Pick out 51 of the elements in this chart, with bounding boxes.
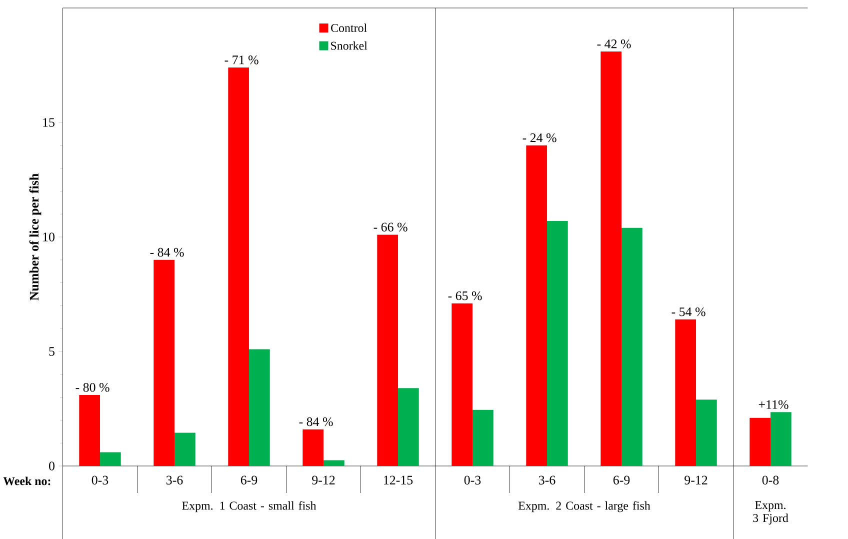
bar [79, 394, 100, 466]
bar [472, 410, 494, 466]
annotation: - 66 % [374, 222, 408, 232]
bar [228, 68, 250, 466]
x-tick-label: 6-9 [613, 476, 630, 484]
y-tick-label: 15 [43, 118, 54, 127]
text: Expm. 1 Coast - small fish [182, 501, 316, 512]
x-tick-label: 0-3 [464, 476, 481, 484]
bar [324, 460, 344, 466]
bar [547, 220, 568, 466]
annotation: - 54 % [672, 307, 706, 316]
x-axis-title: Week no: [3, 476, 50, 486]
bar [154, 260, 175, 466]
annotation: - 80 % [76, 383, 110, 392]
bar [100, 452, 121, 466]
x-tick-label: 3-6 [166, 476, 183, 484]
bar [675, 319, 696, 466]
text: Expm. 2 Coast - large fish [518, 501, 650, 512]
bar [377, 234, 398, 466]
annotation: - 24 % [522, 133, 556, 142]
x-tick-label: 12-15 [384, 476, 413, 484]
legend-label: Control [331, 24, 367, 32]
bar [770, 412, 792, 466]
bar [174, 432, 196, 466]
annotation: +11% [758, 400, 788, 409]
bar [302, 429, 324, 466]
annotation: - 84 % [150, 248, 184, 257]
x-tick-label: 9-12 [312, 476, 335, 484]
bar [526, 145, 548, 466]
annotation: - 65 % [448, 291, 482, 300]
bar [452, 303, 473, 466]
annotation: - 71 % [224, 56, 258, 64]
text: Expm. 3 Fjord [753, 501, 788, 525]
x-tick-label: 6-9 [240, 476, 258, 484]
y-axis-title: Number of lice per fish [29, 174, 42, 300]
y-tick-label: 5 [49, 347, 54, 356]
annotation: - 84 % [299, 417, 333, 426]
x-tick-label: 9-12 [684, 476, 708, 484]
x-tick-label: 3-6 [539, 476, 556, 484]
x-tick-label: 0-3 [92, 476, 108, 484]
bar [696, 400, 717, 466]
annotation: - 42 % [597, 40, 631, 48]
y-tick-label: 10 [43, 232, 54, 242]
bar [750, 418, 771, 466]
bar [600, 51, 622, 466]
y-tick-label: 0 [49, 462, 54, 470]
bar [622, 228, 642, 466]
bar [249, 349, 270, 466]
x-tick-label: 0-8 [762, 476, 779, 484]
bar [398, 388, 419, 466]
legend-label: Snorkel [331, 41, 368, 50]
